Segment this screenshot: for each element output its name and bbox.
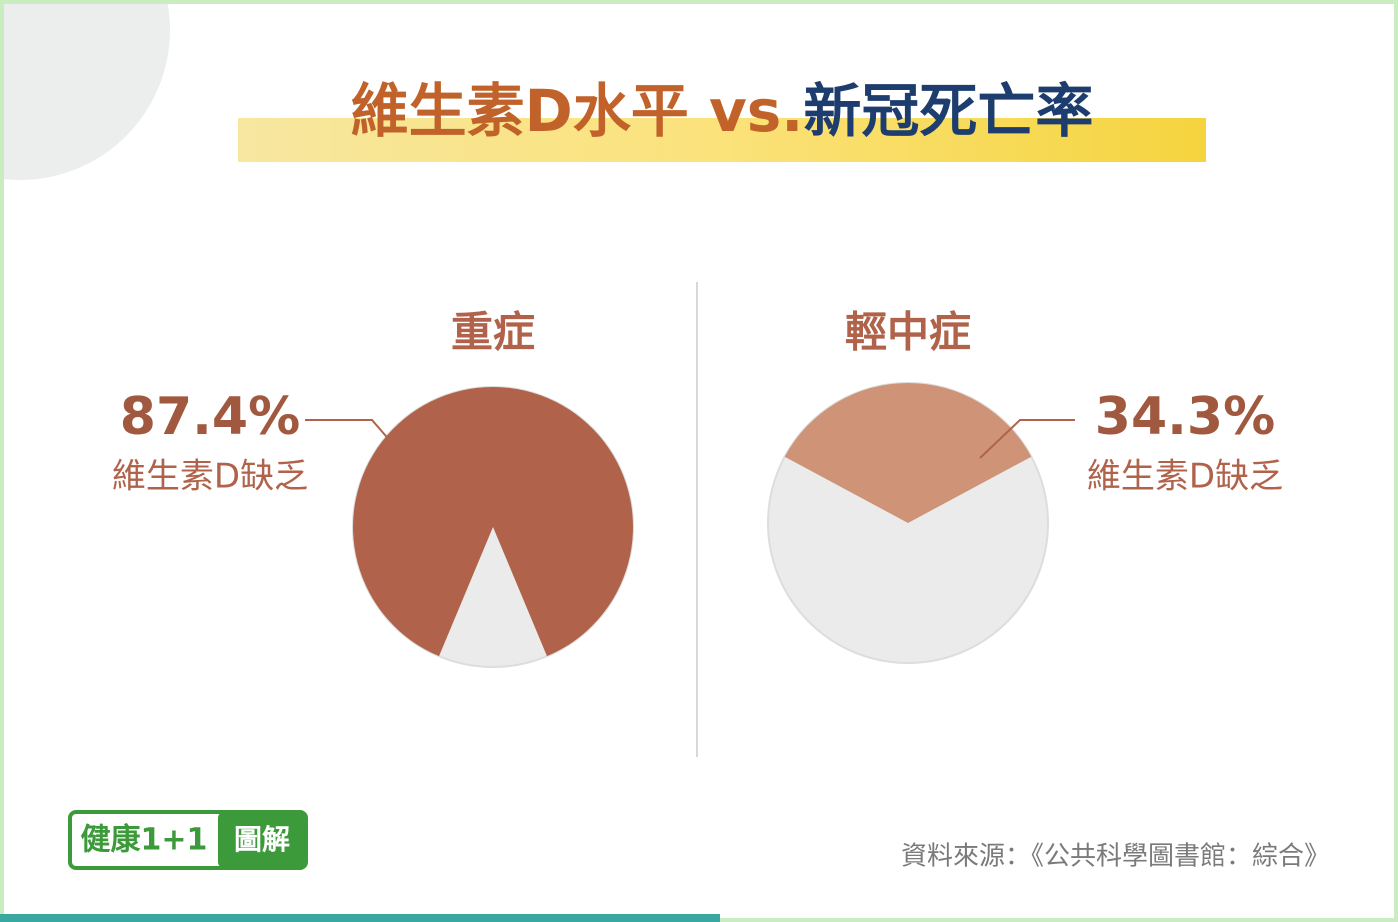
logo-tag: 圖解 [234,823,290,856]
title-highlight [238,118,1206,162]
progress-bar [0,914,720,922]
value-label: 87.4% [120,387,300,447]
annotation: 維生素D缺乏 [1087,457,1283,497]
decor-circle [0,0,170,180]
pie-slice [784,383,1032,523]
value-label: 34.3% [1095,387,1275,447]
logo-tag-box [218,812,306,868]
logo-main: 健康1+1 [81,823,208,858]
annotation: 維生素D缺乏 [112,457,308,497]
title-part2: 新冠死亡率 [803,77,1093,145]
leader-line [305,419,406,459]
pie-slice [353,387,633,657]
logo: 健康1+1 圖解 [68,810,308,870]
source: 資料來源：《公共科學圖書館：綜合》 [901,842,1330,872]
title: 維生素D水平 vs.新冠死亡率 [351,77,1094,145]
pie-title: 輕中症 [845,308,971,357]
pie-title: 重症 [451,308,535,357]
title-part1: 維生素D水平 vs. [351,77,804,145]
leader-line [979,419,1075,459]
